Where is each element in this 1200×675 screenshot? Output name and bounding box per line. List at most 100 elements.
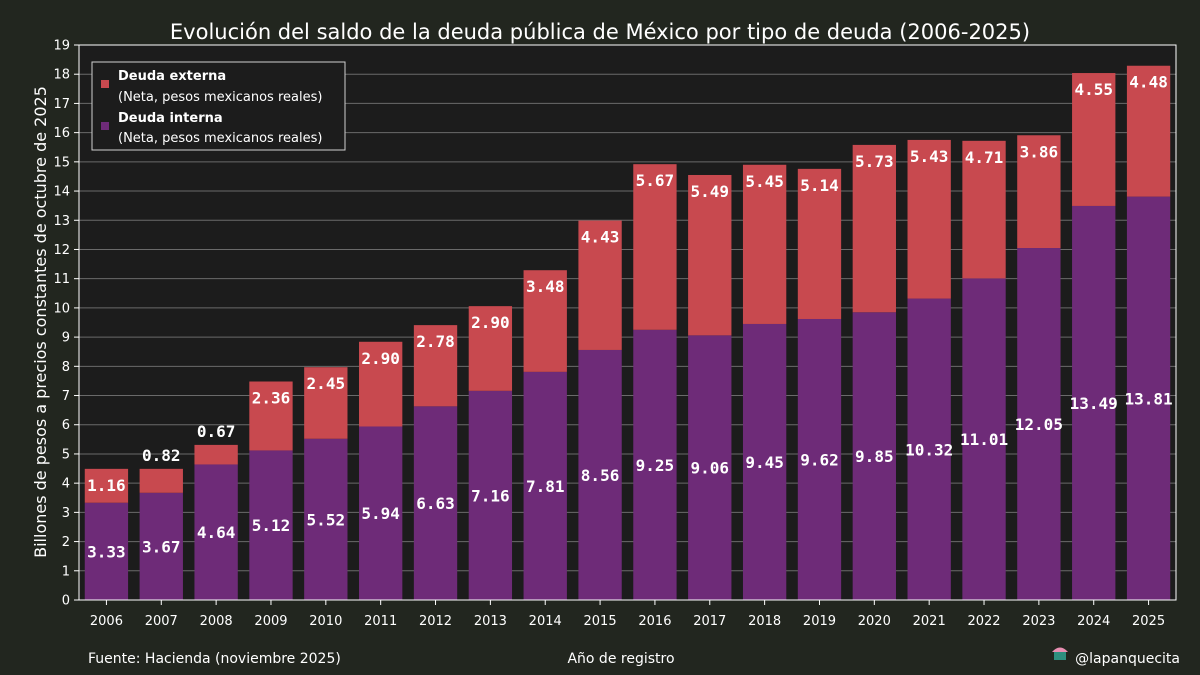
x-tick-label: 2022 — [967, 614, 1000, 629]
credit-handle: @lapanquecita — [1075, 651, 1180, 667]
legend-subtitle-deuda-interna: (Neta, pesos mexicanos reales) — [118, 131, 322, 146]
data-label-deuda-interna-2017: 9.06 — [691, 459, 730, 478]
y-tick-label: 16 — [53, 126, 70, 141]
data-label-deuda-externa-2017: 5.49 — [691, 182, 730, 201]
data-label-deuda-externa-2012: 2.78 — [416, 332, 455, 351]
bar-deuda-interna-2024 — [1072, 205, 1116, 600]
y-tick-label: 11 — [53, 272, 70, 287]
bar-deuda-externa-2018 — [742, 164, 787, 324]
bar-deuda-interna-2013 — [468, 390, 513, 600]
y-tick-label: 18 — [53, 68, 70, 83]
legend-subtitle-deuda-externa: (Neta, pesos mexicanos reales) — [118, 90, 322, 105]
bar-deuda-externa-2017 — [688, 174, 732, 336]
data-label-deuda-externa-2022: 4.71 — [965, 148, 1004, 167]
bar-deuda-externa-2012 — [413, 325, 458, 407]
y-tick-label: 13 — [53, 214, 70, 229]
legend-swatch-deuda-externa — [101, 80, 109, 88]
data-label-deuda-interna-2011: 5.94 — [361, 504, 400, 523]
x-axis-label: Año de registro — [567, 651, 674, 667]
bar-deuda-interna-2025 — [1126, 196, 1171, 600]
x-tick-label: 2011 — [364, 614, 397, 629]
data-label-deuda-interna-2025: 13.81 — [1124, 389, 1172, 408]
bar-deuda-externa-2020 — [852, 144, 896, 313]
bar-deuda-interna-2006 — [84, 502, 129, 600]
data-label-deuda-externa-2007: 0.82 — [142, 446, 181, 465]
data-label-deuda-externa-2021: 5.43 — [910, 147, 949, 166]
bar-deuda-interna-2008 — [194, 464, 238, 600]
data-label-deuda-externa-2023: 3.86 — [1020, 142, 1059, 161]
bar-deuda-interna-2021 — [907, 298, 951, 600]
bar-deuda-externa-2008 — [194, 444, 238, 465]
legend-swatch-deuda-interna — [101, 122, 109, 130]
data-label-deuda-externa-2024: 4.55 — [1074, 80, 1113, 99]
x-tick-label: 2012 — [419, 614, 452, 629]
data-label-deuda-externa-2011: 2.90 — [361, 349, 400, 368]
bar-deuda-interna-2016 — [633, 329, 677, 600]
data-label-deuda-externa-2010: 2.45 — [307, 374, 346, 393]
y-tick-label: 7 — [62, 389, 70, 404]
data-label-deuda-interna-2021: 10.32 — [905, 440, 953, 459]
bar-deuda-interna-2018 — [742, 323, 787, 600]
y-tick-label: 6 — [62, 418, 70, 433]
x-tick-label: 2016 — [638, 614, 671, 629]
data-label-deuda-externa-2016: 5.67 — [636, 171, 675, 190]
bar-deuda-externa-2016 — [633, 164, 677, 330]
data-label-deuda-externa-2013: 2.90 — [471, 313, 510, 332]
data-label-deuda-interna-2015: 8.56 — [581, 466, 620, 485]
bar-deuda-interna-2020 — [852, 312, 896, 600]
bar-deuda-externa-2007 — [139, 468, 183, 493]
bar-deuda-externa-2022 — [962, 140, 1006, 279]
bar-deuda-externa-2025 — [1126, 65, 1171, 197]
data-label-deuda-externa-2018: 5.45 — [745, 172, 784, 191]
bar-deuda-externa-2021 — [907, 139, 951, 299]
x-tick-label: 2019 — [803, 614, 836, 629]
y-tick-label: 12 — [53, 243, 70, 258]
data-label-deuda-interna-2007: 3.67 — [142, 537, 181, 556]
x-tick-label: 2018 — [748, 614, 781, 629]
bar-deuda-externa-2009 — [249, 381, 293, 451]
legend: Deuda externa (Neta, pesos mexicanos rea… — [91, 61, 346, 151]
y-tick-label: 3 — [62, 506, 70, 521]
legend-title-deuda-externa: Deuda externa — [118, 69, 226, 84]
data-label-deuda-externa-2009: 2.36 — [252, 389, 291, 408]
x-tick-label: 2006 — [90, 614, 123, 629]
data-label-deuda-externa-2008: 0.67 — [197, 422, 236, 441]
x-tick-label: 2014 — [529, 614, 562, 629]
x-tick-label: 2023 — [1022, 614, 1055, 629]
x-tick-label: 2015 — [584, 614, 617, 629]
data-label-deuda-interna-2024: 13.49 — [1070, 394, 1118, 413]
x-tick-label: 2025 — [1132, 614, 1165, 629]
data-label-deuda-interna-2013: 7.16 — [471, 486, 510, 505]
data-label-deuda-externa-2015: 4.43 — [581, 228, 620, 247]
data-label-deuda-externa-2006: 1.16 — [87, 476, 126, 495]
bar-deuda-interna-2011 — [359, 426, 403, 600]
y-tick-label: 19 — [53, 39, 70, 54]
bar-deuda-externa-2011 — [359, 341, 403, 427]
y-tick-label: 15 — [53, 155, 70, 170]
data-label-deuda-interna-2022: 11.01 — [960, 430, 1008, 449]
bar-deuda-interna-2019 — [797, 318, 842, 600]
plot-frame — [78, 44, 1177, 601]
x-tick-label: 2020 — [858, 614, 891, 629]
x-tick-label: 2024 — [1077, 614, 1110, 629]
data-label-deuda-interna-2023: 12.05 — [1015, 415, 1063, 434]
data-label-deuda-interna-2008: 4.64 — [197, 523, 236, 542]
legend-box — [91, 61, 346, 151]
bar-deuda-interna-2009 — [249, 450, 293, 600]
x-tick-label: 2008 — [200, 614, 233, 629]
data-label-deuda-interna-2019: 9.62 — [800, 450, 839, 469]
bars: 3.33 1.16 3.67 0.82 4.64 0.67 5.12 2.36 5.52 2.45… — [84, 65, 1173, 600]
y-tick-label: 5 — [62, 447, 70, 462]
data-label-deuda-interna-2012: 6.63 — [416, 494, 455, 513]
y-tick-label: 10 — [53, 301, 70, 316]
y-tick-label: 9 — [62, 331, 70, 346]
data-label-deuda-externa-2014: 3.48 — [526, 277, 565, 296]
y-axis-label: Billones de pesos a precios constantes d… — [31, 86, 50, 558]
data-label-deuda-interna-2009: 5.12 — [252, 516, 291, 535]
bar-deuda-externa-2010 — [304, 367, 348, 439]
bar-deuda-externa-2024 — [1072, 73, 1116, 206]
data-label-deuda-externa-2019: 5.14 — [800, 176, 839, 195]
y-tick-label: 4 — [62, 477, 70, 492]
data-label-deuda-interna-2014: 7.81 — [526, 477, 565, 496]
